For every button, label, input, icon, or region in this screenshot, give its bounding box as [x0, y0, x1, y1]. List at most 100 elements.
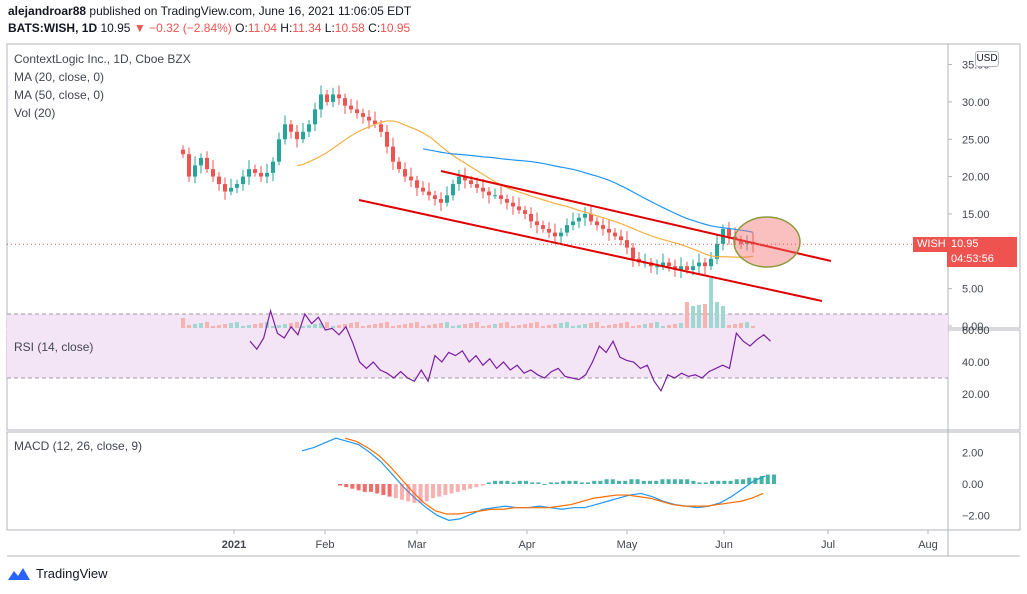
- author-name[interactable]: alejandroar88: [8, 4, 87, 18]
- candle-body: [355, 109, 359, 114]
- high-value: 11.34: [292, 21, 322, 35]
- macd-histogram-bar: [381, 484, 386, 496]
- volume-bar: [259, 323, 263, 328]
- volume-bar: [397, 325, 401, 328]
- candle-body: [187, 154, 191, 177]
- volume-bar: [247, 325, 251, 328]
- volume-bar: [691, 306, 695, 328]
- volume-bar: [361, 326, 365, 328]
- candle-body: [499, 195, 503, 200]
- candle-body: [583, 213, 587, 218]
- footer-brand[interactable]: TradingView: [8, 566, 108, 581]
- low-value: 10.58: [334, 21, 365, 35]
- candle-body: [541, 225, 545, 229]
- rsi-legend[interactable]: RSI (14, close): [14, 340, 94, 354]
- macd-histogram-bar: [759, 476, 764, 484]
- volume-bar: [211, 326, 215, 328]
- volume-bar: [289, 323, 293, 328]
- volume-bar: [631, 326, 635, 328]
- volume-bar: [697, 305, 701, 328]
- macd-histogram-bar: [747, 477, 752, 484]
- candle-body: [397, 161, 401, 170]
- volume-bar: [535, 322, 539, 328]
- macd-histogram-bar: [362, 484, 367, 492]
- macd-histogram-bar: [567, 480, 572, 484]
- candle-body: [265, 172, 269, 177]
- candle-body: [403, 169, 407, 177]
- macd-histogram-bar: [697, 482, 702, 484]
- candle-body: [211, 169, 215, 177]
- candle-body: [259, 172, 263, 177]
- candle-body: [601, 225, 605, 229]
- currency-button[interactable]: USD: [975, 51, 999, 67]
- volume-bar: [679, 323, 683, 328]
- candle-body: [427, 191, 431, 196]
- macd-histogram-bar: [555, 482, 559, 484]
- volume-bar: [625, 322, 629, 328]
- volume-bar: [727, 325, 731, 328]
- macd-histogram-bar: [722, 480, 727, 484]
- volume-bar: [643, 324, 647, 328]
- time-tick-label: May: [617, 539, 638, 551]
- candle-body: [235, 184, 239, 188]
- symbol-label: BATS:WISH, 1D: [8, 21, 98, 35]
- candle-body: [451, 184, 455, 196]
- volume-bar: [661, 326, 665, 328]
- volume-bar: [409, 323, 413, 328]
- candle-body: [535, 221, 539, 226]
- candle-body: [607, 228, 611, 233]
- volume-bar: [385, 322, 389, 328]
- volume-bar: [667, 325, 671, 328]
- price-tick-label: 30.00: [962, 97, 990, 109]
- macd-histogram-bar: [685, 479, 690, 484]
- volume-bar: [529, 323, 533, 328]
- price-tag-countdown: 04:53:56: [947, 252, 1017, 267]
- candle-body: [667, 262, 671, 267]
- down-arrow-icon: ▼: [133, 21, 146, 35]
- volume-bar: [403, 324, 407, 328]
- volume-bar: [439, 323, 443, 328]
- volume-bar: [367, 325, 371, 328]
- candle-body: [613, 232, 617, 237]
- candle-body: [277, 139, 281, 162]
- candle-body: [415, 180, 419, 188]
- macd-histogram-bar: [474, 484, 479, 488]
- volume-bar: [481, 326, 485, 328]
- footer-brand-label: TradingView: [36, 566, 108, 581]
- macd-histogram-bar: [710, 480, 714, 484]
- volume-legend[interactable]: Vol (20): [14, 106, 56, 120]
- ma50-legend[interactable]: MA (50, close, 0): [14, 88, 105, 102]
- candle-body: [691, 266, 695, 270]
- price-change: −0.32 (−2.84%): [149, 21, 232, 35]
- candle-body: [289, 124, 293, 132]
- volume-bar: [307, 325, 311, 328]
- volume-bar: [469, 323, 473, 328]
- volume-bar: [277, 325, 281, 328]
- candle-body: [271, 161, 275, 173]
- volume-bar: [709, 278, 713, 328]
- macd-histogram-bar: [499, 480, 504, 484]
- volume-bar: [319, 323, 323, 328]
- volume-bar: [295, 322, 299, 328]
- volume-bar: [715, 302, 719, 328]
- macd-legend[interactable]: MACD (12, 26, close, 9): [14, 439, 143, 453]
- volume-bar: [325, 322, 329, 328]
- candle-body: [505, 199, 509, 203]
- volume-bar: [493, 324, 497, 328]
- time-tick-label: 2021: [222, 539, 246, 551]
- macd-histogram-bar: [344, 484, 349, 488]
- candle-body: [433, 195, 437, 200]
- macd-histogram-bar: [610, 479, 615, 484]
- volume-bar: [523, 324, 527, 328]
- price-tick-label: 25.00: [962, 134, 990, 146]
- macd-histogram-bar: [772, 474, 776, 484]
- lower-trendline: [358, 199, 823, 302]
- ma50-line: [422, 148, 754, 233]
- volume-bar: [739, 323, 743, 328]
- candle-body: [487, 191, 491, 196]
- macd-histogram-bar: [356, 484, 361, 491]
- ma20-legend[interactable]: MA (20, close, 0): [14, 70, 105, 84]
- volume-bar: [547, 325, 551, 328]
- macd-histogram-bar: [703, 482, 708, 484]
